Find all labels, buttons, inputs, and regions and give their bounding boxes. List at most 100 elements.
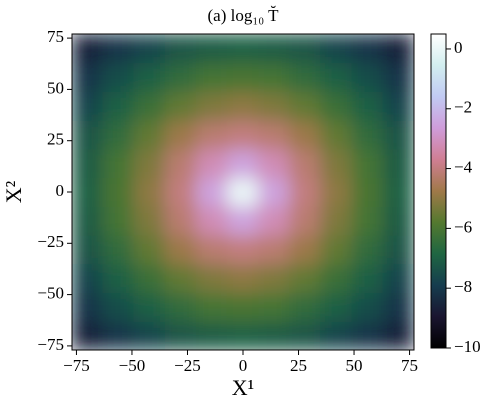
heat-cell xyxy=(164,320,197,350)
heat-cell xyxy=(351,119,384,150)
heat-cell xyxy=(102,177,135,207)
y-tick-label: −50 xyxy=(37,284,64,303)
y-tick-label: 50 xyxy=(47,78,64,97)
heat-cell xyxy=(102,34,135,64)
heat-cell xyxy=(195,90,228,121)
heat-cell xyxy=(351,62,384,92)
x-tick-label: 0 xyxy=(239,356,248,375)
heat-cell xyxy=(320,148,353,179)
heat-cell xyxy=(351,205,384,236)
heat-cell xyxy=(289,90,322,121)
heat-cell xyxy=(102,292,135,322)
heat-cell xyxy=(102,205,135,236)
heat-cell xyxy=(133,292,166,322)
heat-cell xyxy=(164,148,197,179)
heat-cell xyxy=(133,234,166,265)
heat-cell xyxy=(289,177,322,207)
heat-cell xyxy=(289,34,322,64)
heat-cell xyxy=(102,119,135,150)
heat-cell xyxy=(258,320,291,350)
colorbar-tick-label: −2 xyxy=(454,98,472,117)
heat-cell xyxy=(72,234,104,265)
heat-cell xyxy=(320,205,353,236)
heat-cell xyxy=(133,62,166,92)
heat-cell xyxy=(226,90,260,121)
heat-cell xyxy=(195,62,228,92)
x-tick-label: 50 xyxy=(346,356,363,375)
heat-cell xyxy=(320,292,353,322)
heat-cell xyxy=(195,119,228,150)
heat-cell xyxy=(289,292,322,322)
heat-cell xyxy=(320,234,353,265)
heat-cell xyxy=(382,90,414,121)
heat-cell xyxy=(226,292,260,322)
heat-cell xyxy=(133,148,166,179)
colorbar-tick-label: −8 xyxy=(454,277,472,296)
heat-cell xyxy=(320,119,353,150)
heat-cell xyxy=(351,263,384,294)
heat-cell xyxy=(258,34,291,64)
heat-cell xyxy=(102,263,135,294)
heat-cell xyxy=(226,205,260,236)
heat-cell xyxy=(320,62,353,92)
heat-cell xyxy=(382,263,414,294)
heat-cell xyxy=(133,205,166,236)
heat-cell xyxy=(102,62,135,92)
heat-cell xyxy=(133,90,166,121)
heat-cell xyxy=(320,320,353,350)
colorbar-tick-label: 0 xyxy=(454,38,463,57)
heat-cell xyxy=(164,62,197,92)
heat-cell xyxy=(72,263,104,294)
heat-cell xyxy=(320,263,353,294)
x-tick-label: −75 xyxy=(63,356,90,375)
chart-title: (a) log₁₀ T̆ xyxy=(207,6,279,25)
heat-cell xyxy=(226,34,260,64)
heat-cell xyxy=(351,292,384,322)
heat-cell xyxy=(133,177,166,207)
heat-cell xyxy=(351,177,384,207)
x-tick-label: 75 xyxy=(401,356,418,375)
heat-cell xyxy=(72,62,104,92)
heat-cell xyxy=(195,320,228,350)
heat-cell xyxy=(72,34,104,64)
heat-cell xyxy=(258,62,291,92)
y-tick-label: 0 xyxy=(56,181,65,200)
x-tick-label: −50 xyxy=(119,356,146,375)
heat-cell xyxy=(102,234,135,265)
heat-cell xyxy=(226,62,260,92)
heat-cell xyxy=(289,119,322,150)
heat-cell xyxy=(289,234,322,265)
heat-cell xyxy=(351,320,384,350)
y-tick-label: 25 xyxy=(47,130,64,149)
heat-cell xyxy=(382,119,414,150)
heat-cell xyxy=(226,119,260,150)
heat-cell xyxy=(226,148,260,179)
heat-cell xyxy=(289,320,322,350)
heat-cell xyxy=(195,148,228,179)
colorbar-tick-label: −4 xyxy=(454,157,473,176)
heat-cell xyxy=(351,234,384,265)
heat-cell xyxy=(382,234,414,265)
heat-cell xyxy=(102,320,135,350)
heat-cell xyxy=(72,119,104,150)
heat-cell xyxy=(226,320,260,350)
heat-cell xyxy=(226,263,260,294)
heat-cell xyxy=(351,90,384,121)
heat-cell xyxy=(133,34,166,64)
heat-cell xyxy=(258,148,291,179)
heat-cell xyxy=(164,205,197,236)
y-tick-label: −25 xyxy=(37,232,64,251)
heat-cell xyxy=(164,292,197,322)
heat-cell xyxy=(320,90,353,121)
heat-cell xyxy=(382,34,414,64)
heat-cell xyxy=(195,177,228,207)
heat-cell xyxy=(382,177,414,207)
y-tick-label: 75 xyxy=(47,27,64,46)
heat-cell xyxy=(351,34,384,64)
heat-cell xyxy=(382,148,414,179)
x-tick-label: 25 xyxy=(290,356,307,375)
heat-cell xyxy=(72,292,104,322)
heat-cell xyxy=(164,177,197,207)
heat-cell xyxy=(102,148,135,179)
heat-cell xyxy=(382,320,414,350)
